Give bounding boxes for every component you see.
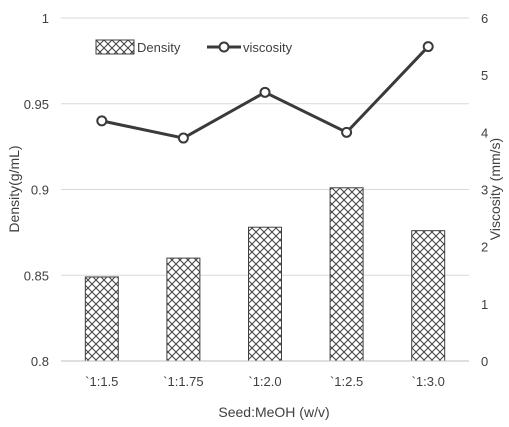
y-tick-label: 1 bbox=[42, 11, 49, 26]
viscosity-point bbox=[96, 115, 108, 127]
viscosity-point bbox=[177, 132, 189, 144]
density-bar bbox=[411, 230, 446, 362]
y2-tick-label: 3 bbox=[481, 183, 488, 198]
x-tick-label: `1:2.5 bbox=[330, 374, 363, 389]
y-tick-label: 0.85 bbox=[24, 268, 49, 283]
x-axis-title: Seed:MeOH (w/v) bbox=[218, 404, 329, 420]
y-tick-label: 0.8 bbox=[31, 354, 49, 369]
y2-tick-label: 5 bbox=[481, 68, 488, 83]
density-bar bbox=[248, 226, 282, 362]
x-tick-label: `1:3.0 bbox=[412, 374, 445, 389]
y2-tick-label: 1 bbox=[481, 297, 488, 312]
y-axis-title: Density(g/mL) bbox=[6, 145, 22, 232]
viscosity-point bbox=[259, 86, 271, 98]
density-bar bbox=[166, 257, 201, 362]
y2-tick-label: 0 bbox=[481, 354, 488, 369]
legend-viscosity-marker bbox=[218, 41, 230, 53]
viscosity-point bbox=[341, 126, 353, 138]
x-tick-label: `1:1.5 bbox=[85, 374, 118, 389]
viscosity-point bbox=[422, 41, 434, 53]
y2-tick-label: 2 bbox=[481, 240, 488, 255]
y-tick-label: 0.9 bbox=[31, 183, 49, 198]
y-tick-label: 0.95 bbox=[24, 97, 49, 112]
density-bar bbox=[329, 187, 364, 362]
legend-viscosity-label: viscosity bbox=[243, 40, 293, 55]
x-tick-label: `1:1.75 bbox=[163, 374, 203, 389]
legend-density-label: Density bbox=[137, 40, 181, 55]
y2-axis-title: Viscosity (mm/s) bbox=[487, 138, 503, 240]
density-bar bbox=[84, 276, 119, 362]
y2-tick-label: 6 bbox=[481, 11, 488, 26]
y2-tick-label: 4 bbox=[481, 125, 488, 140]
legend-density-swatch bbox=[95, 39, 135, 55]
x-tick-label: `1:2.0 bbox=[248, 374, 281, 389]
